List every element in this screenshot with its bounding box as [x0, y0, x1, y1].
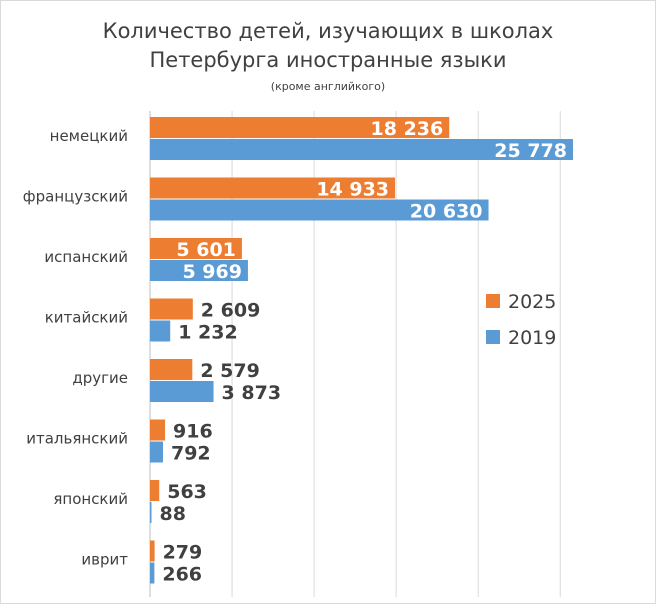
bar-2019 [150, 260, 248, 281]
category-label: иврит [81, 551, 128, 569]
category-label: другие [72, 369, 128, 387]
bar-2019 [150, 441, 163, 463]
legend: 2025 2019 [486, 291, 556, 349]
category-labels: немецкий французский испанский китайский дру… [23, 127, 128, 569]
legend-swatch-2019 [486, 330, 500, 344]
data-label-2025: 5 601 [176, 239, 236, 261]
bar-2025 [150, 480, 160, 501]
bar-2019 [150, 320, 171, 342]
data-label-2019: 5 969 [182, 261, 242, 283]
bar-2025 [150, 117, 450, 138]
bars [150, 117, 573, 584]
bar-2019 [150, 562, 155, 584]
data-label-2025: 2 579 [200, 360, 260, 382]
data-label-2025: 18 236 [371, 118, 444, 140]
bar-2019 [150, 381, 214, 402]
data-label-2019: 20 630 [410, 201, 483, 223]
data-label-2025: 916 [173, 421, 213, 443]
data-label-2025: 2 609 [201, 300, 260, 322]
bar-2025 [150, 540, 155, 562]
data-label-2025: 279 [163, 542, 203, 564]
data-label-2019: 3 873 [222, 382, 282, 404]
bar-2025 [150, 177, 396, 199]
chart-subtitle: (кроме английкого) [271, 80, 385, 93]
data-label-2019: 266 [162, 564, 202, 586]
category-label: испанский [44, 248, 128, 266]
data-label-2019: 792 [171, 443, 211, 465]
chart-title-line-1: Количество детей, изучающих в школах [103, 19, 554, 43]
legend-swatch-2025 [486, 294, 500, 308]
data-label-2025: 14 933 [316, 179, 389, 201]
data-label-2025: 563 [167, 481, 207, 503]
bar-2025 [150, 298, 193, 320]
data-label-2019: 1 232 [178, 322, 238, 344]
bar-2019 [150, 199, 489, 221]
data-label-2019: 88 [160, 503, 186, 525]
category-label: итальянский [26, 430, 128, 448]
bar-2019 [150, 139, 573, 160]
category-label: французский [23, 188, 128, 206]
bar-2025 [150, 359, 193, 380]
bar-2025 [150, 419, 166, 441]
legend-label-2019: 2019 [508, 327, 556, 349]
category-label: японский [53, 490, 128, 508]
bar-2025 [150, 238, 242, 259]
bar-2019 [150, 502, 152, 523]
chart-title-line-2: Петербурга иностранные языки [149, 48, 506, 72]
legend-label-2025: 2025 [508, 291, 556, 313]
category-label: китайский [45, 309, 128, 327]
data-label-2019: 25 778 [494, 140, 567, 162]
category-label: немецкий [50, 127, 128, 145]
